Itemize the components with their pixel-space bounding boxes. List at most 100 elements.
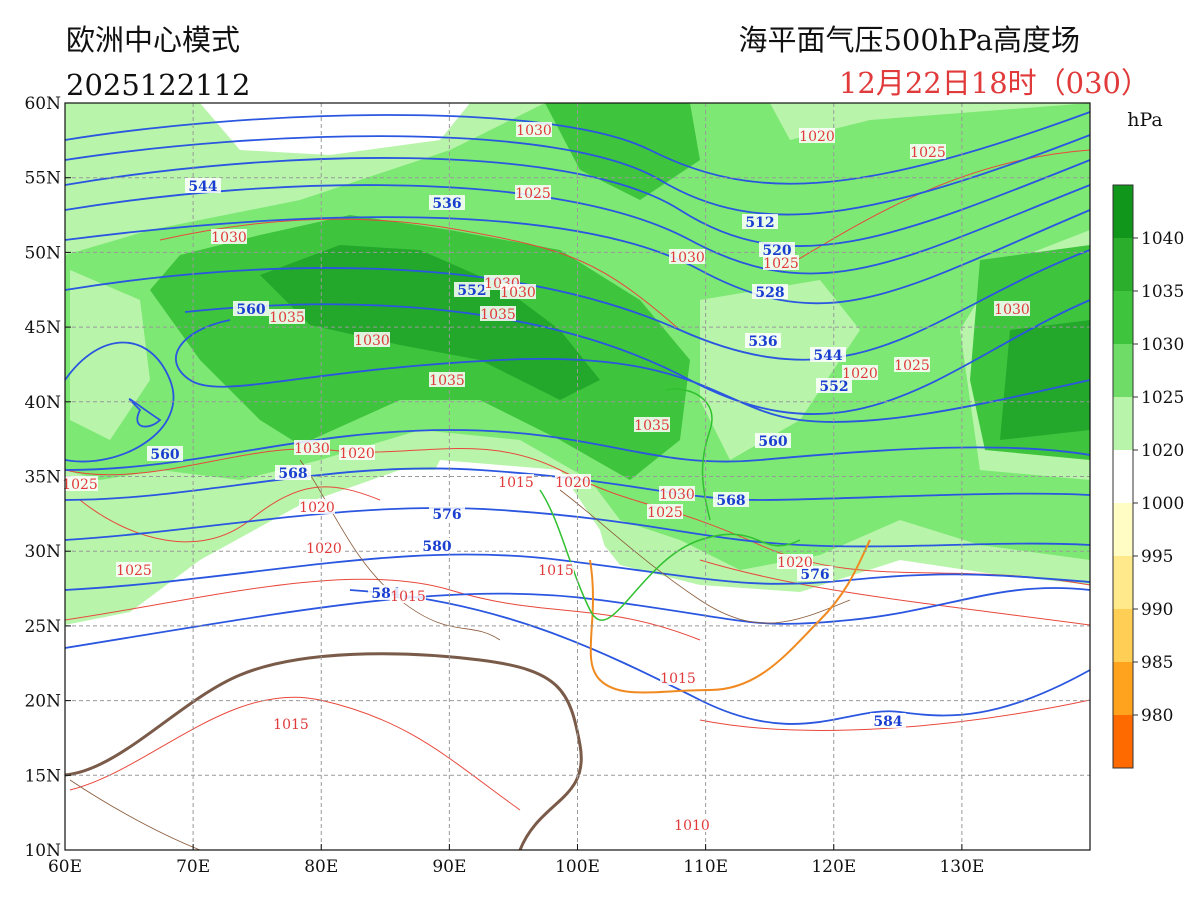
pressure-label-bg [116,562,152,577]
height-label-bg [233,301,269,316]
colorbar-segment [1113,397,1133,450]
pressure-label-bg [480,306,516,321]
pressure-label-bg [555,474,591,489]
pressure-label: 1015 [390,589,426,605]
pressure-label: 1030 [516,123,552,139]
height-label: 560 [236,302,265,318]
height-label: 528 [755,285,784,301]
colorbar-label: 990 [1141,600,1173,620]
lon-tick-label: 110E [683,857,728,877]
height-label-bg [454,282,490,297]
colorbar-label: 1000 [1141,494,1184,514]
pressure-label: 1015 [498,475,534,491]
pressure-label: 1025 [894,358,930,374]
pressure-label: 1020 [799,129,835,145]
pressure-label-bg [994,301,1030,316]
height-label-bg [742,214,778,229]
lat-tick-label: 20N [24,692,61,712]
pressure-label: 1035 [269,310,305,326]
pressure-label: 1035 [634,418,670,434]
colorbar-segment [1113,291,1133,344]
pressure-label-bg [516,122,552,137]
colorbar-label: 1025 [1141,388,1184,408]
height-label: 552 [819,379,848,395]
colorbar-segment [1113,450,1133,503]
lat-tick-label: 55N [24,169,61,189]
pressure-label: 1025 [515,186,551,202]
pressure-label-bg [62,476,98,491]
lon-tick-label: 130E [939,857,984,877]
lat-tick-label: 10N [24,841,61,861]
pressure-label-bg [842,365,878,380]
model-title: 欧洲中心模式 [66,23,240,57]
height-label-bg [185,178,221,193]
pressure-label: 1025 [647,505,683,521]
pressure-label-bg [777,554,813,569]
pressure-label: 1030 [669,250,705,266]
height-label: 580 [422,539,451,555]
pressure-label-bg [669,249,705,264]
pressure-label: 1020 [339,446,375,462]
pressure-label: 1030 [659,487,695,503]
colorbar-segment [1113,715,1133,768]
height-label-bg [429,195,465,210]
height-label: 584 [873,714,902,730]
run-time: 2025122112 [66,68,251,102]
lon-tick-label: 100E [555,857,600,877]
colorbar-unit: hPa [1127,109,1163,131]
pressure-label: 1015 [538,563,574,579]
pressure-label-bg [910,144,946,159]
colorbar-segment [1113,556,1133,609]
pressure-label-bg [647,504,683,519]
pressure-label-bg [500,284,536,299]
height-label: 560 [150,447,179,463]
height-label: 536 [748,334,777,350]
pressure-label-bg [659,486,695,501]
pressure-label-bg [306,540,342,555]
pressure-label-bg [515,185,551,200]
pressure-label-bg [339,445,375,460]
pressure-label-bg [674,817,710,832]
lon-tick-label: 120E [811,857,856,877]
height-label: 544 [188,179,217,195]
lat-tick-label: 60N [24,94,61,114]
grid: 60E 70E 80E 90E 100E 110E 120E 130E 10N 15N 20N 25N… [24,94,1091,877]
pressure-label-bg [498,474,534,489]
pressure-fill [150,103,1090,480]
pressure-label: 1015 [660,671,696,687]
pressure-label-bg [354,332,390,347]
pressure-label: 1030 [354,333,390,349]
pressure-label: 1025 [763,256,799,272]
pressure-label: 1035 [429,373,465,389]
height-label-bg [810,347,846,362]
pressure-label: 1020 [777,555,813,571]
colorbar-label: 1035 [1141,282,1184,302]
pressure-label-bg [299,499,335,514]
height-label: 576 [800,567,829,583]
height-label: 536 [432,196,461,212]
valid-time: 12月22日18时（030） [839,66,1150,100]
contour-labels: 5445365125205285605525365445525605605685… [62,122,1030,834]
colorbar-label: 1020 [1141,441,1184,461]
height-label-bg [755,433,791,448]
pressure-label: 1020 [555,475,591,491]
field-title: 海平面气压500hPa高度场 [738,23,1080,57]
pressure-label: 1020 [842,366,878,382]
pressure-label-bg [429,372,465,387]
height-label-bg [745,333,781,348]
pressure-label-bg [799,128,835,143]
pressure-label: 1030 [211,230,247,246]
height-label-bg [419,538,455,553]
colorbar-segment [1113,238,1133,291]
colorbar-label: 1040 [1141,229,1184,249]
colorbar-label: 995 [1141,547,1173,567]
height-label: 568 [278,466,307,482]
pressure-label: 1015 [273,717,309,733]
pressure-label: 1030 [994,302,1030,318]
pressure-label-bg [211,229,247,244]
height-label-bg [759,242,795,257]
colorbar-segment [1113,185,1133,238]
height-label-bg [275,465,311,480]
lat-tick-label: 35N [24,468,61,488]
lon-tick-label: 80E [304,857,338,877]
